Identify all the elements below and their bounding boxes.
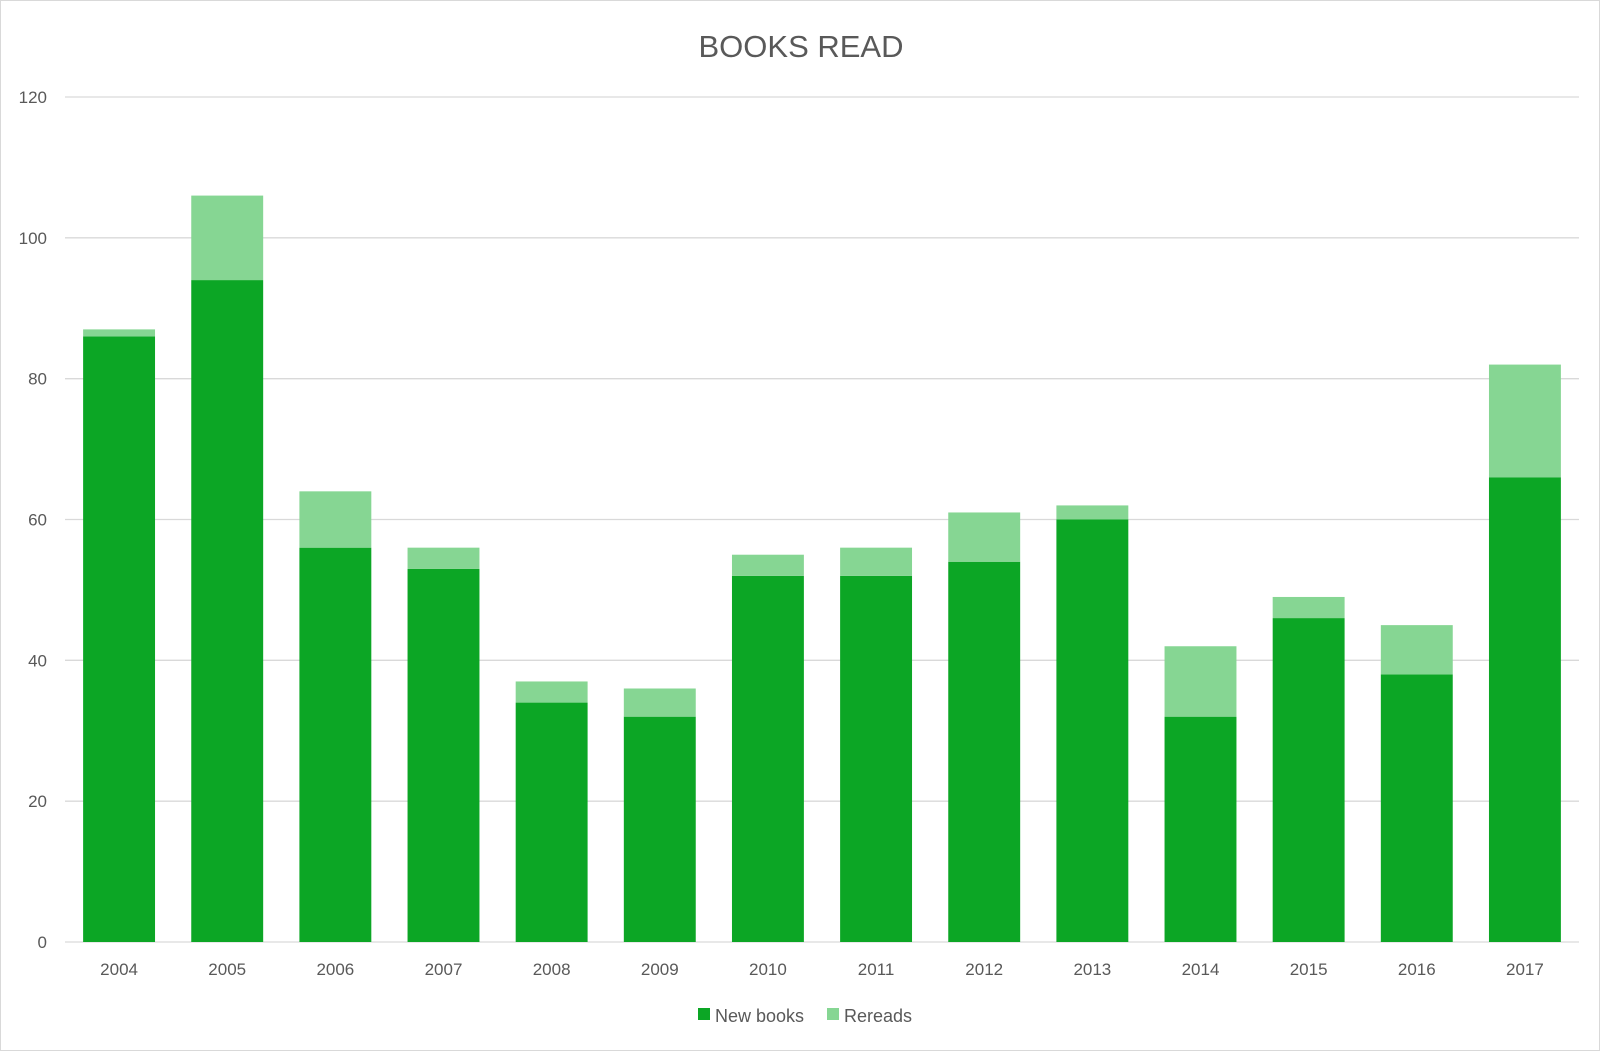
y-tick-label: 60 xyxy=(28,511,47,530)
bar-new-books-2011 xyxy=(840,575,913,942)
legend-label: Rereads xyxy=(844,1006,912,1026)
y-tick-label: 20 xyxy=(28,792,47,811)
x-axis: 2004 2005 2006 2007 2008 2009 2010 2011 2012 2013… xyxy=(100,960,1544,979)
x-tick-label: 2017 xyxy=(1506,960,1544,979)
legend: New books Rereads xyxy=(698,1006,912,1026)
x-tick-label: 2004 xyxy=(100,960,138,979)
bar-new-books-2005 xyxy=(191,280,264,942)
bar-rereads-2008 xyxy=(515,681,588,703)
bar-rereads-2013 xyxy=(1056,505,1129,520)
bar-rereads-2006 xyxy=(299,491,372,548)
bars xyxy=(83,195,1561,943)
x-tick-label: 2014 xyxy=(1182,960,1220,979)
bar-new-books-2004 xyxy=(83,336,156,943)
bar-rereads-2009 xyxy=(623,688,696,717)
bar-rereads-2015 xyxy=(1272,596,1345,619)
bar-new-books-2015 xyxy=(1272,618,1345,942)
bar-new-books-2017 xyxy=(1488,477,1561,942)
x-tick-label: 2010 xyxy=(749,960,787,979)
bar-new-books-2012 xyxy=(948,561,1021,942)
chart-title: BOOKS READ xyxy=(699,29,904,64)
bar-rereads-2004 xyxy=(83,329,156,337)
x-tick-label: 2013 xyxy=(1073,960,1111,979)
y-tick-label: 120 xyxy=(19,88,47,107)
bar-rereads-2012 xyxy=(948,512,1021,562)
legend-swatch-new-books xyxy=(698,1008,710,1020)
bar-rereads-2011 xyxy=(840,547,913,576)
gridlines xyxy=(65,96,1579,943)
bar-new-books-2010 xyxy=(731,575,804,942)
x-tick-label: 2011 xyxy=(858,960,895,979)
y-tick-label: 40 xyxy=(28,651,47,670)
x-tick-label: 2005 xyxy=(208,960,246,979)
bar-rereads-2007 xyxy=(407,547,480,569)
x-tick-label: 2007 xyxy=(425,960,463,979)
bar-new-books-2014 xyxy=(1164,716,1237,942)
y-tick-label: 80 xyxy=(28,370,47,389)
x-tick-label: 2016 xyxy=(1398,960,1436,979)
y-axis: 0 20 40 60 80 100 120 xyxy=(19,88,47,952)
x-tick-label: 2006 xyxy=(316,960,354,979)
bar-new-books-2008 xyxy=(515,702,588,942)
legend-swatch-rereads xyxy=(827,1008,839,1020)
bar-new-books-2006 xyxy=(299,547,372,942)
x-tick-label: 2008 xyxy=(533,960,571,979)
legend-label: New books xyxy=(715,1006,804,1026)
y-tick-label: 0 xyxy=(38,933,47,952)
bar-new-books-2009 xyxy=(623,716,696,942)
bar-rereads-2014 xyxy=(1164,646,1237,717)
y-tick-label: 100 xyxy=(19,229,47,248)
bar-rereads-2016 xyxy=(1380,625,1453,675)
x-tick-label: 2015 xyxy=(1290,960,1328,979)
x-tick-label: 2009 xyxy=(641,960,679,979)
bar-rereads-2010 xyxy=(731,554,804,576)
bar-rereads-2017 xyxy=(1488,364,1561,478)
bar-new-books-2016 xyxy=(1380,674,1453,942)
bar-new-books-2007 xyxy=(407,568,480,942)
x-tick-label: 2012 xyxy=(965,960,1003,979)
bar-rereads-2005 xyxy=(191,195,264,281)
bar-new-books-2013 xyxy=(1056,519,1129,942)
